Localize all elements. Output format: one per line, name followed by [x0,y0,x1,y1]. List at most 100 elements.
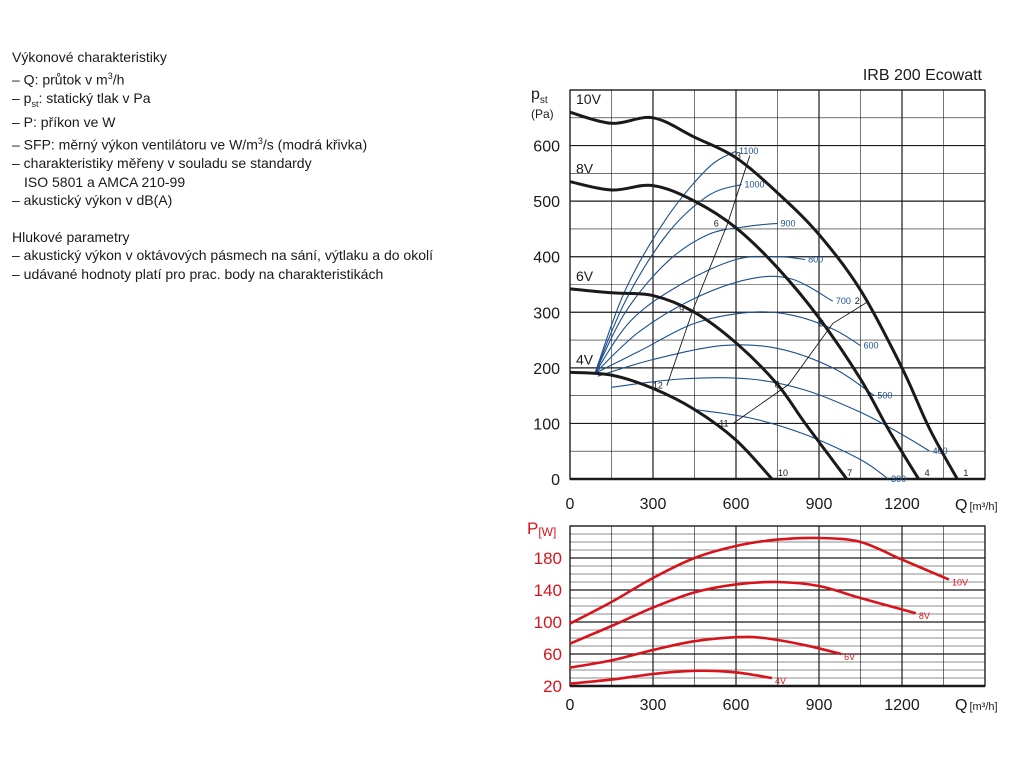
pressure-chart: IRB 200 Ecowatt pst (Pa) 110010009008007… [531,67,998,514]
noise-title: Hlukové parametry [12,228,130,245]
sfp-curve-300 [694,408,889,480]
x-tick-label: 600 [723,697,750,714]
sfp-label: 700 [836,296,851,306]
pressure-grid [569,89,986,481]
power-curves: 10V 8V 6V 4V [569,536,968,686]
fan-curve-6V [569,287,848,480]
x-tick-label: 300 [640,697,667,714]
legend-block: Výkonové charakteristiky – Q: průtok v m… [12,48,433,284]
legend-item: ISO 5801 a AMCA 210-99 [24,173,186,190]
system-line [666,155,751,386]
y-tick-label: 600 [533,139,560,156]
legend-item: – pst: statický tlak v Pa [12,89,151,109]
x-tick-label: 600 [723,496,750,513]
power-series-label: 10V [952,578,968,588]
legend-item: – Q: průtok v m3/h [12,70,125,88]
operating-point-label: 10 [778,468,788,478]
y-tick-label: 100 [533,416,560,433]
series-label: 10V [576,91,602,107]
legend-item: – SFP: měrný výkon ventilátoru ve W/m3/s… [12,135,368,153]
fan-curve-8V [569,180,920,480]
x-tick-label: 1200 [884,496,920,513]
y-tick-label: 200 [533,361,560,378]
sfp-label: 300 [891,474,906,484]
y-tick-label: 400 [533,250,560,267]
power-grid [569,525,986,688]
operating-point-label: 7 [847,468,852,478]
sfp-label: 500 [877,391,892,401]
system-lines [666,155,870,424]
pressure-axis-label: pst [531,86,548,106]
sfp-label: 800 [808,254,823,264]
x-tick-label: 1200 [884,697,920,714]
operating-point-label: 3 [736,151,741,161]
y-tick-label: 0 [551,472,560,489]
operating-point-label: 6 [714,218,719,228]
power-series-label: 6V [844,652,855,662]
operating-point-label: 4 [925,468,930,478]
y-tick-label: 100 [534,613,562,632]
fan-curves: 10V 8V 6V 4V [569,91,959,481]
power-flow-axis-label: Q [m³/h] [955,697,998,714]
sfp-curve-1000 [594,183,742,374]
noise-item: – udávané hodnoty platí pro prac. body n… [12,266,384,283]
operating-point-label: 12 [653,381,663,391]
operating-point-label: 8 [775,380,780,390]
power-series-label: 4V [775,676,786,686]
flow-axis-label: Q [m³/h] [955,497,998,514]
x-tick-label: 0 [566,697,575,714]
series-label: 6V [576,268,594,284]
y-tick-label: 180 [534,549,562,568]
x-tick-label: 900 [806,496,833,513]
sfp-curve-700 [594,275,834,374]
pressure-axis-unit: (Pa) [531,107,554,121]
pressure-ticks: 0 300 600 900 1200 0 100 200 300 400 500 600 [533,139,920,513]
system-line [732,300,870,424]
operating-point-label: 5 [819,318,824,328]
x-tick-label: 900 [806,697,833,714]
sfp-label: 1000 [745,179,765,189]
sfp-curve-500 [597,344,875,397]
legend-item: – P: příkon ve W [12,114,116,131]
sfp-curve-400 [611,377,930,452]
sfp-label: 1100 [739,146,758,156]
sfp-curve-800 [594,255,806,374]
operating-point-label: 1 [963,468,968,478]
power-curve-10V [569,536,950,625]
power-curve-8V [569,580,917,645]
legend-item: – akustický výkon v dB(A) [12,192,173,209]
sfp-curve-900 [594,222,778,374]
operating-point-label: 9 [679,305,684,315]
y-tick-label: 140 [534,581,562,600]
sfp-label: 900 [781,218,796,228]
power-curve-4V [569,669,773,685]
series-label: 8V [576,161,594,177]
noise-item: – akustický výkon v oktávových pásmech n… [12,247,433,264]
fan-curve-4V [569,370,774,481]
operating-point-label: 2 [855,296,860,306]
sfp-curve-1100 [594,150,737,374]
y-tick-label: 60 [543,645,562,664]
legend-item: – charakteristiky měřeny v souladu se st… [12,155,312,172]
y-tick-label: 20 [543,677,562,696]
fan-curve-10V [569,110,959,480]
y-tick-label: 300 [533,305,560,322]
legend-items: – Q: průtok v m3/h – pst: statický tlak v… [12,67,433,210]
y-tick-label: 500 [533,194,560,211]
noise-items: – akustický výkon v oktávových pásmech n… [12,246,433,283]
power-chart: P[W] 10V 8V 6V 4V 0 300 600 900 1200 20 60 100 140 1… [527,519,998,714]
x-tick-label: 0 [566,496,575,513]
power-ticks: 0 300 600 900 1200 20 60 100 140 180 [534,549,920,714]
chart-title: IRB 200 Ecowatt [863,67,983,84]
sfp-curve-600 [594,311,861,374]
sfp-label: 600 [864,341,879,351]
operating-point-label: 11 [719,418,728,428]
power-axis-label: P[W] [527,519,556,539]
series-label: 4V [576,351,594,367]
x-tick-label: 300 [640,496,667,513]
power-series-label: 8V [919,611,930,621]
legend-title: Výkonové charakteristiky [12,49,167,65]
